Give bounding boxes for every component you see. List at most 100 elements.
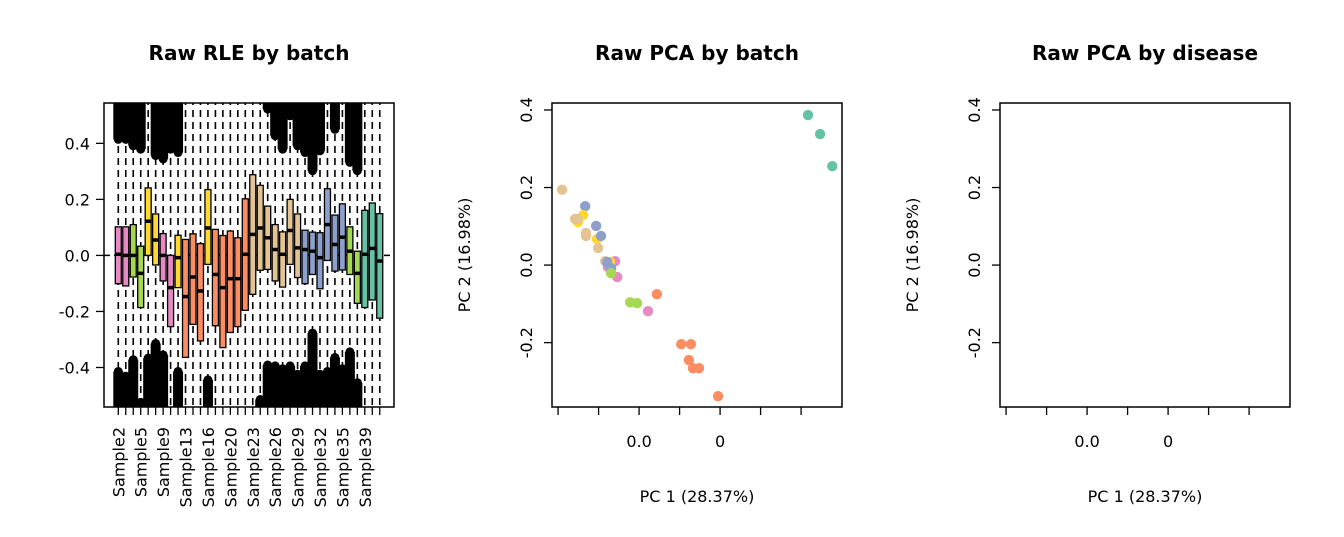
box xyxy=(278,231,287,288)
outlier-cluster-bottom xyxy=(120,376,131,407)
x-tick-label: 0.0 xyxy=(626,432,651,451)
outlier-cluster-bottom xyxy=(307,333,318,407)
outlier-point xyxy=(278,144,288,154)
outlier-point xyxy=(143,353,153,363)
outlier-point xyxy=(263,360,273,370)
outlier-cluster-top xyxy=(285,103,296,116)
box xyxy=(137,245,145,309)
outlier-point xyxy=(151,338,161,348)
data-point xyxy=(631,297,643,309)
box xyxy=(226,230,235,334)
outlier-cluster-bottom xyxy=(352,382,363,407)
outlier-cluster-top xyxy=(113,103,124,140)
outlier-point xyxy=(337,364,347,374)
data-point xyxy=(592,242,604,254)
box xyxy=(308,231,317,276)
outlier-cluster-top xyxy=(165,103,176,150)
outlier-point xyxy=(136,397,146,407)
x-tick-label: Sample39 xyxy=(356,427,375,507)
outlier-cluster-bottom xyxy=(337,368,348,407)
box xyxy=(353,250,361,304)
box xyxy=(219,234,227,349)
outlier-point xyxy=(285,361,295,371)
outlier-cluster-top xyxy=(120,103,131,140)
outlier-cluster-top xyxy=(344,103,355,163)
x-tick-label: Sample26 xyxy=(266,427,285,507)
pca-batch-ylabel: PC 2 (16.98%) xyxy=(455,198,474,313)
pca-batch-xlabel: PC 1 (28.37%) xyxy=(640,487,755,506)
outlier-cluster-bottom xyxy=(344,351,355,407)
outlier-cluster-bottom xyxy=(270,365,281,407)
x-tick-label: 0.0 xyxy=(1074,432,1099,451)
box xyxy=(376,213,384,319)
outlier-point xyxy=(315,146,325,156)
x-tick-label: Sample16 xyxy=(199,427,218,507)
y-tick-label: 0.2 xyxy=(517,175,536,200)
outlier-cluster-bottom xyxy=(173,371,184,407)
outlier-cluster-top xyxy=(270,103,281,136)
outlier-cluster-bottom xyxy=(150,343,161,407)
outlier-cluster-bottom xyxy=(329,357,340,407)
outlier-point xyxy=(308,166,318,176)
data-point xyxy=(676,338,687,350)
outlier-cluster-top xyxy=(307,103,318,171)
x-tick-label: Sample13 xyxy=(177,427,196,507)
outlier-point xyxy=(300,361,310,371)
outlier-point xyxy=(158,154,168,164)
data-point xyxy=(683,354,695,366)
y-tick-label: -0.2 xyxy=(517,327,536,358)
outlier-cluster-bottom xyxy=(158,354,169,407)
outlier-point xyxy=(293,369,303,379)
pca-batch-title: Raw PCA by batch xyxy=(595,41,799,65)
y-tick-label: 0.0 xyxy=(517,252,536,277)
outlier-cluster-top xyxy=(300,103,311,153)
y-tick-label: 0.2 xyxy=(65,190,90,209)
pca-batch-plot: Raw PCA by batch PC 1 (28.37%) PC 2 (16.… xyxy=(455,41,843,506)
x-tick-label: 0 xyxy=(715,432,725,451)
outlier-cluster-bottom xyxy=(300,365,311,407)
y-tick-label: 0.2 xyxy=(965,175,984,200)
outlier-cluster-top xyxy=(135,103,146,150)
data-point xyxy=(580,230,592,242)
outlier-cluster-bottom xyxy=(292,374,303,407)
box xyxy=(211,228,220,327)
outlier-cluster-top xyxy=(352,103,363,171)
data-point xyxy=(556,184,568,196)
pca-disease-xlabel: PC 1 (28.37%) xyxy=(1088,487,1203,506)
outlier-cluster-top xyxy=(173,103,184,153)
box xyxy=(181,238,190,359)
x-tick-label: Sample20 xyxy=(221,427,240,507)
box xyxy=(189,233,197,325)
outlier-cluster-top xyxy=(277,103,288,150)
data-point xyxy=(642,306,654,317)
outlier-point xyxy=(352,166,362,176)
box xyxy=(159,232,167,282)
y-tick-label: -0.4 xyxy=(59,358,90,377)
y-tick-label: -0.2 xyxy=(59,302,90,321)
rle-plot-area xyxy=(104,103,394,407)
x-tick-label: Sample29 xyxy=(289,427,308,507)
box xyxy=(316,232,324,290)
box xyxy=(174,234,182,289)
data-point xyxy=(827,161,838,172)
box xyxy=(293,213,302,279)
pca-disease-title: Raw PCA by disease xyxy=(1032,41,1258,65)
box xyxy=(368,202,376,301)
y-tick-label: 0.0 xyxy=(65,246,90,265)
outlier-point xyxy=(345,157,355,167)
outlier-point xyxy=(300,148,310,158)
outlier-point xyxy=(293,141,303,151)
outlier-cluster-top xyxy=(292,103,303,146)
outlier-point xyxy=(270,131,280,141)
outlier-cluster-top xyxy=(150,103,161,156)
outlier-point xyxy=(322,366,332,376)
outlier-point xyxy=(173,366,183,376)
outlier-point xyxy=(128,355,138,365)
outlier-point xyxy=(255,395,265,405)
outlier-point xyxy=(113,366,123,376)
data-point xyxy=(814,128,826,140)
data-point xyxy=(685,338,697,350)
box xyxy=(234,237,242,328)
box xyxy=(301,229,309,285)
data-point xyxy=(712,390,724,402)
